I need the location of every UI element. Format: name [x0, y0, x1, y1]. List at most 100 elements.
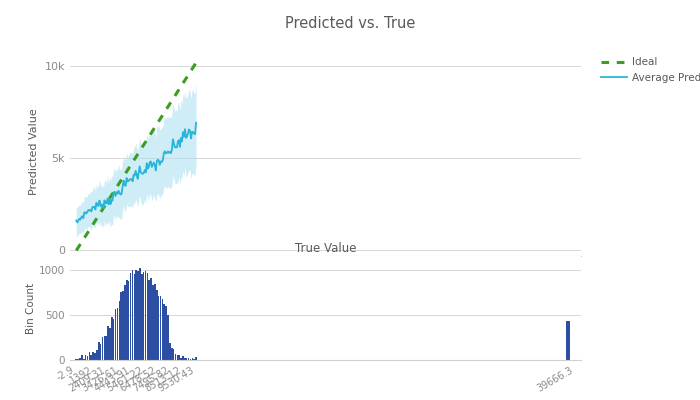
- Bar: [132, 270, 133, 360]
- Bar: [184, 358, 186, 360]
- Bar: [120, 292, 122, 360]
- Ideal: [104, 198, 112, 203]
- Ideal: [79, 237, 88, 242]
- Ideal: [123, 168, 132, 172]
- Ideal: [89, 221, 97, 226]
- Ideal: [158, 114, 166, 119]
- Ideal: [162, 106, 171, 111]
- Y-axis label: Predicted Value: Predicted Value: [29, 109, 39, 195]
- Ideal: [138, 145, 146, 150]
- Bar: [83, 359, 85, 360]
- Ideal: [94, 214, 102, 218]
- Ideal: [170, 95, 178, 100]
- Bar: [164, 304, 165, 360]
- Bar: [154, 284, 155, 360]
- Bar: [195, 358, 197, 360]
- Ideal: [128, 160, 136, 165]
- Ideal: [180, 80, 188, 84]
- Ideal: [87, 225, 95, 230]
- Ideal: [150, 126, 159, 130]
- Ideal: [177, 83, 186, 88]
- Bar: [128, 281, 130, 360]
- Line: Average Predicted Value: Average Predicted Value: [76, 123, 196, 222]
- Bar: [90, 355, 92, 360]
- Bar: [156, 290, 158, 360]
- Ideal: [131, 156, 139, 161]
- Ideal: [167, 99, 176, 104]
- Bar: [173, 350, 174, 360]
- Ideal: [126, 164, 134, 169]
- Bar: [100, 344, 102, 360]
- Legend: Ideal, Average Predicted Value: Ideal, Average Predicted Value: [596, 53, 700, 87]
- Bar: [188, 358, 190, 360]
- Bar: [158, 296, 160, 360]
- Bar: [186, 358, 188, 360]
- Average Predicted Value: [192, 120, 200, 125]
- Ideal: [84, 229, 92, 234]
- Ideal: [148, 129, 156, 134]
- Text: Predicted vs. True: Predicted vs. True: [285, 16, 415, 31]
- Ideal: [72, 248, 80, 253]
- Bar: [169, 343, 171, 360]
- Bar: [117, 308, 118, 360]
- Bar: [167, 315, 169, 360]
- Bar: [113, 318, 115, 360]
- Bar: [148, 280, 150, 360]
- Bar: [145, 271, 146, 360]
- Bar: [130, 273, 132, 360]
- Ideal: [102, 202, 110, 207]
- Bar: [107, 326, 109, 360]
- Bar: [193, 359, 195, 360]
- Bar: [79, 358, 81, 360]
- Bar: [134, 274, 135, 360]
- Bar: [143, 272, 144, 360]
- Ideal: [155, 118, 164, 123]
- Bar: [76, 359, 77, 360]
- Ideal: [118, 175, 127, 180]
- Bar: [96, 350, 98, 360]
- Bar: [165, 306, 167, 360]
- Ideal: [146, 133, 154, 138]
- Bar: [181, 358, 182, 360]
- Bar: [192, 358, 193, 360]
- Average Predicted Value: [72, 218, 80, 223]
- Ideal: [165, 102, 174, 107]
- Bar: [126, 280, 127, 360]
- Bar: [182, 356, 183, 360]
- Average Predicted Value: [155, 162, 164, 167]
- Bar: [135, 270, 137, 360]
- Bar: [137, 271, 139, 360]
- Bar: [111, 318, 113, 360]
- Average Predicted Value: [139, 170, 148, 175]
- Ideal: [108, 191, 117, 196]
- Ideal: [82, 233, 90, 238]
- Ideal: [121, 172, 130, 176]
- Bar: [139, 268, 141, 360]
- Ideal: [77, 240, 85, 245]
- Ideal: [111, 187, 120, 192]
- Bar: [92, 352, 94, 360]
- Average Predicted Value: [105, 196, 113, 201]
- Bar: [81, 355, 83, 360]
- Ideal: [160, 110, 169, 115]
- Bar: [150, 278, 152, 360]
- Bar: [115, 309, 116, 360]
- Line: Ideal: Ideal: [76, 63, 196, 250]
- Bar: [102, 337, 104, 360]
- Average Predicted Value: [98, 202, 106, 207]
- Ideal: [133, 152, 141, 157]
- Ideal: [116, 179, 125, 184]
- Average Predicted Value: [189, 130, 197, 134]
- Ideal: [92, 218, 100, 222]
- Bar: [566, 321, 570, 360]
- Bar: [118, 301, 120, 360]
- Bar: [146, 274, 148, 360]
- Bar: [98, 342, 99, 360]
- Bar: [141, 274, 143, 360]
- Ideal: [172, 91, 181, 96]
- Bar: [176, 355, 178, 360]
- Ideal: [99, 206, 107, 211]
- Bar: [106, 336, 107, 360]
- Bar: [104, 336, 105, 360]
- Ideal: [182, 76, 190, 80]
